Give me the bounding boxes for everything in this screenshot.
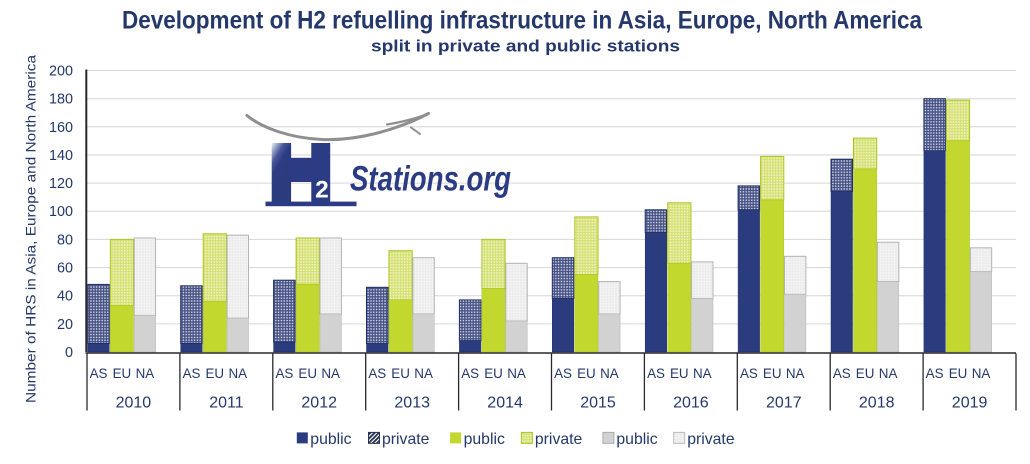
svg-text:2016: 2016 <box>673 395 709 412</box>
svg-text:EU: EU <box>205 366 224 381</box>
svg-text:AS: AS <box>368 366 386 381</box>
svg-text:2012: 2012 <box>301 395 337 412</box>
svg-text:AS: AS <box>833 366 851 381</box>
svg-text:public: public <box>616 431 657 448</box>
svg-text:2013: 2013 <box>394 395 430 412</box>
svg-text:140: 140 <box>49 148 73 164</box>
svg-text:2017: 2017 <box>766 395 802 412</box>
svg-text:100: 100 <box>49 204 73 220</box>
svg-text:NA: NA <box>972 366 991 381</box>
svg-text:split in private and public st: split in private and public stations <box>371 37 680 56</box>
svg-text:EU: EU <box>484 366 503 381</box>
svg-text:public: public <box>310 431 351 448</box>
svg-text:AS: AS <box>90 366 108 381</box>
svg-text:private: private <box>535 431 583 448</box>
svg-text:0: 0 <box>65 345 73 361</box>
svg-text:EU: EU <box>577 366 596 381</box>
svg-text:EU: EU <box>949 366 968 381</box>
svg-text:EU: EU <box>856 366 875 381</box>
svg-text:AS: AS <box>554 366 572 381</box>
svg-text:private: private <box>687 431 735 448</box>
svg-text:NA: NA <box>507 366 526 381</box>
svg-text:Number of HRS in Asia, Europe: Number of HRS in Asia, Europe and North … <box>23 55 39 403</box>
svg-text:EU: EU <box>113 366 132 381</box>
svg-text:2: 2 <box>315 177 329 204</box>
svg-text:NA: NA <box>693 366 712 381</box>
svg-text:NA: NA <box>136 366 155 381</box>
svg-text:AS: AS <box>740 366 758 381</box>
svg-text:EU: EU <box>391 366 410 381</box>
svg-text:AS: AS <box>183 366 201 381</box>
svg-text:NA: NA <box>228 366 247 381</box>
svg-text:180: 180 <box>49 92 73 108</box>
svg-text:NA: NA <box>879 366 898 381</box>
svg-text:public: public <box>464 431 505 448</box>
svg-text:EU: EU <box>298 366 317 381</box>
svg-text:NA: NA <box>786 366 805 381</box>
svg-text:80: 80 <box>57 232 73 248</box>
svg-text:2011: 2011 <box>209 395 244 412</box>
svg-text:private: private <box>382 431 430 448</box>
svg-text:2018: 2018 <box>859 395 895 412</box>
svg-text:160: 160 <box>49 120 73 136</box>
svg-text:Development of H2 refuelling i: Development of H2 refuelling infrastruct… <box>122 7 923 35</box>
svg-text:20: 20 <box>57 317 73 333</box>
svg-text:AS: AS <box>275 366 293 381</box>
svg-text:2015: 2015 <box>580 395 616 412</box>
svg-text:2010: 2010 <box>116 395 152 412</box>
svg-text:AS: AS <box>461 366 479 381</box>
svg-text:AS: AS <box>926 366 944 381</box>
svg-text:NA: NA <box>600 366 619 381</box>
svg-text:EU: EU <box>670 366 689 381</box>
svg-text:120: 120 <box>49 176 73 192</box>
svg-text:NA: NA <box>321 366 340 381</box>
svg-text:AS: AS <box>647 366 665 381</box>
svg-text:EU: EU <box>763 366 782 381</box>
svg-text:2014: 2014 <box>487 395 523 412</box>
svg-text:NA: NA <box>414 366 433 381</box>
svg-text:40: 40 <box>57 289 73 305</box>
svg-text:200: 200 <box>49 64 73 80</box>
svg-text:Stations.org: Stations.org <box>350 158 511 198</box>
svg-text:2019: 2019 <box>952 395 988 412</box>
svg-text:60: 60 <box>57 261 73 277</box>
